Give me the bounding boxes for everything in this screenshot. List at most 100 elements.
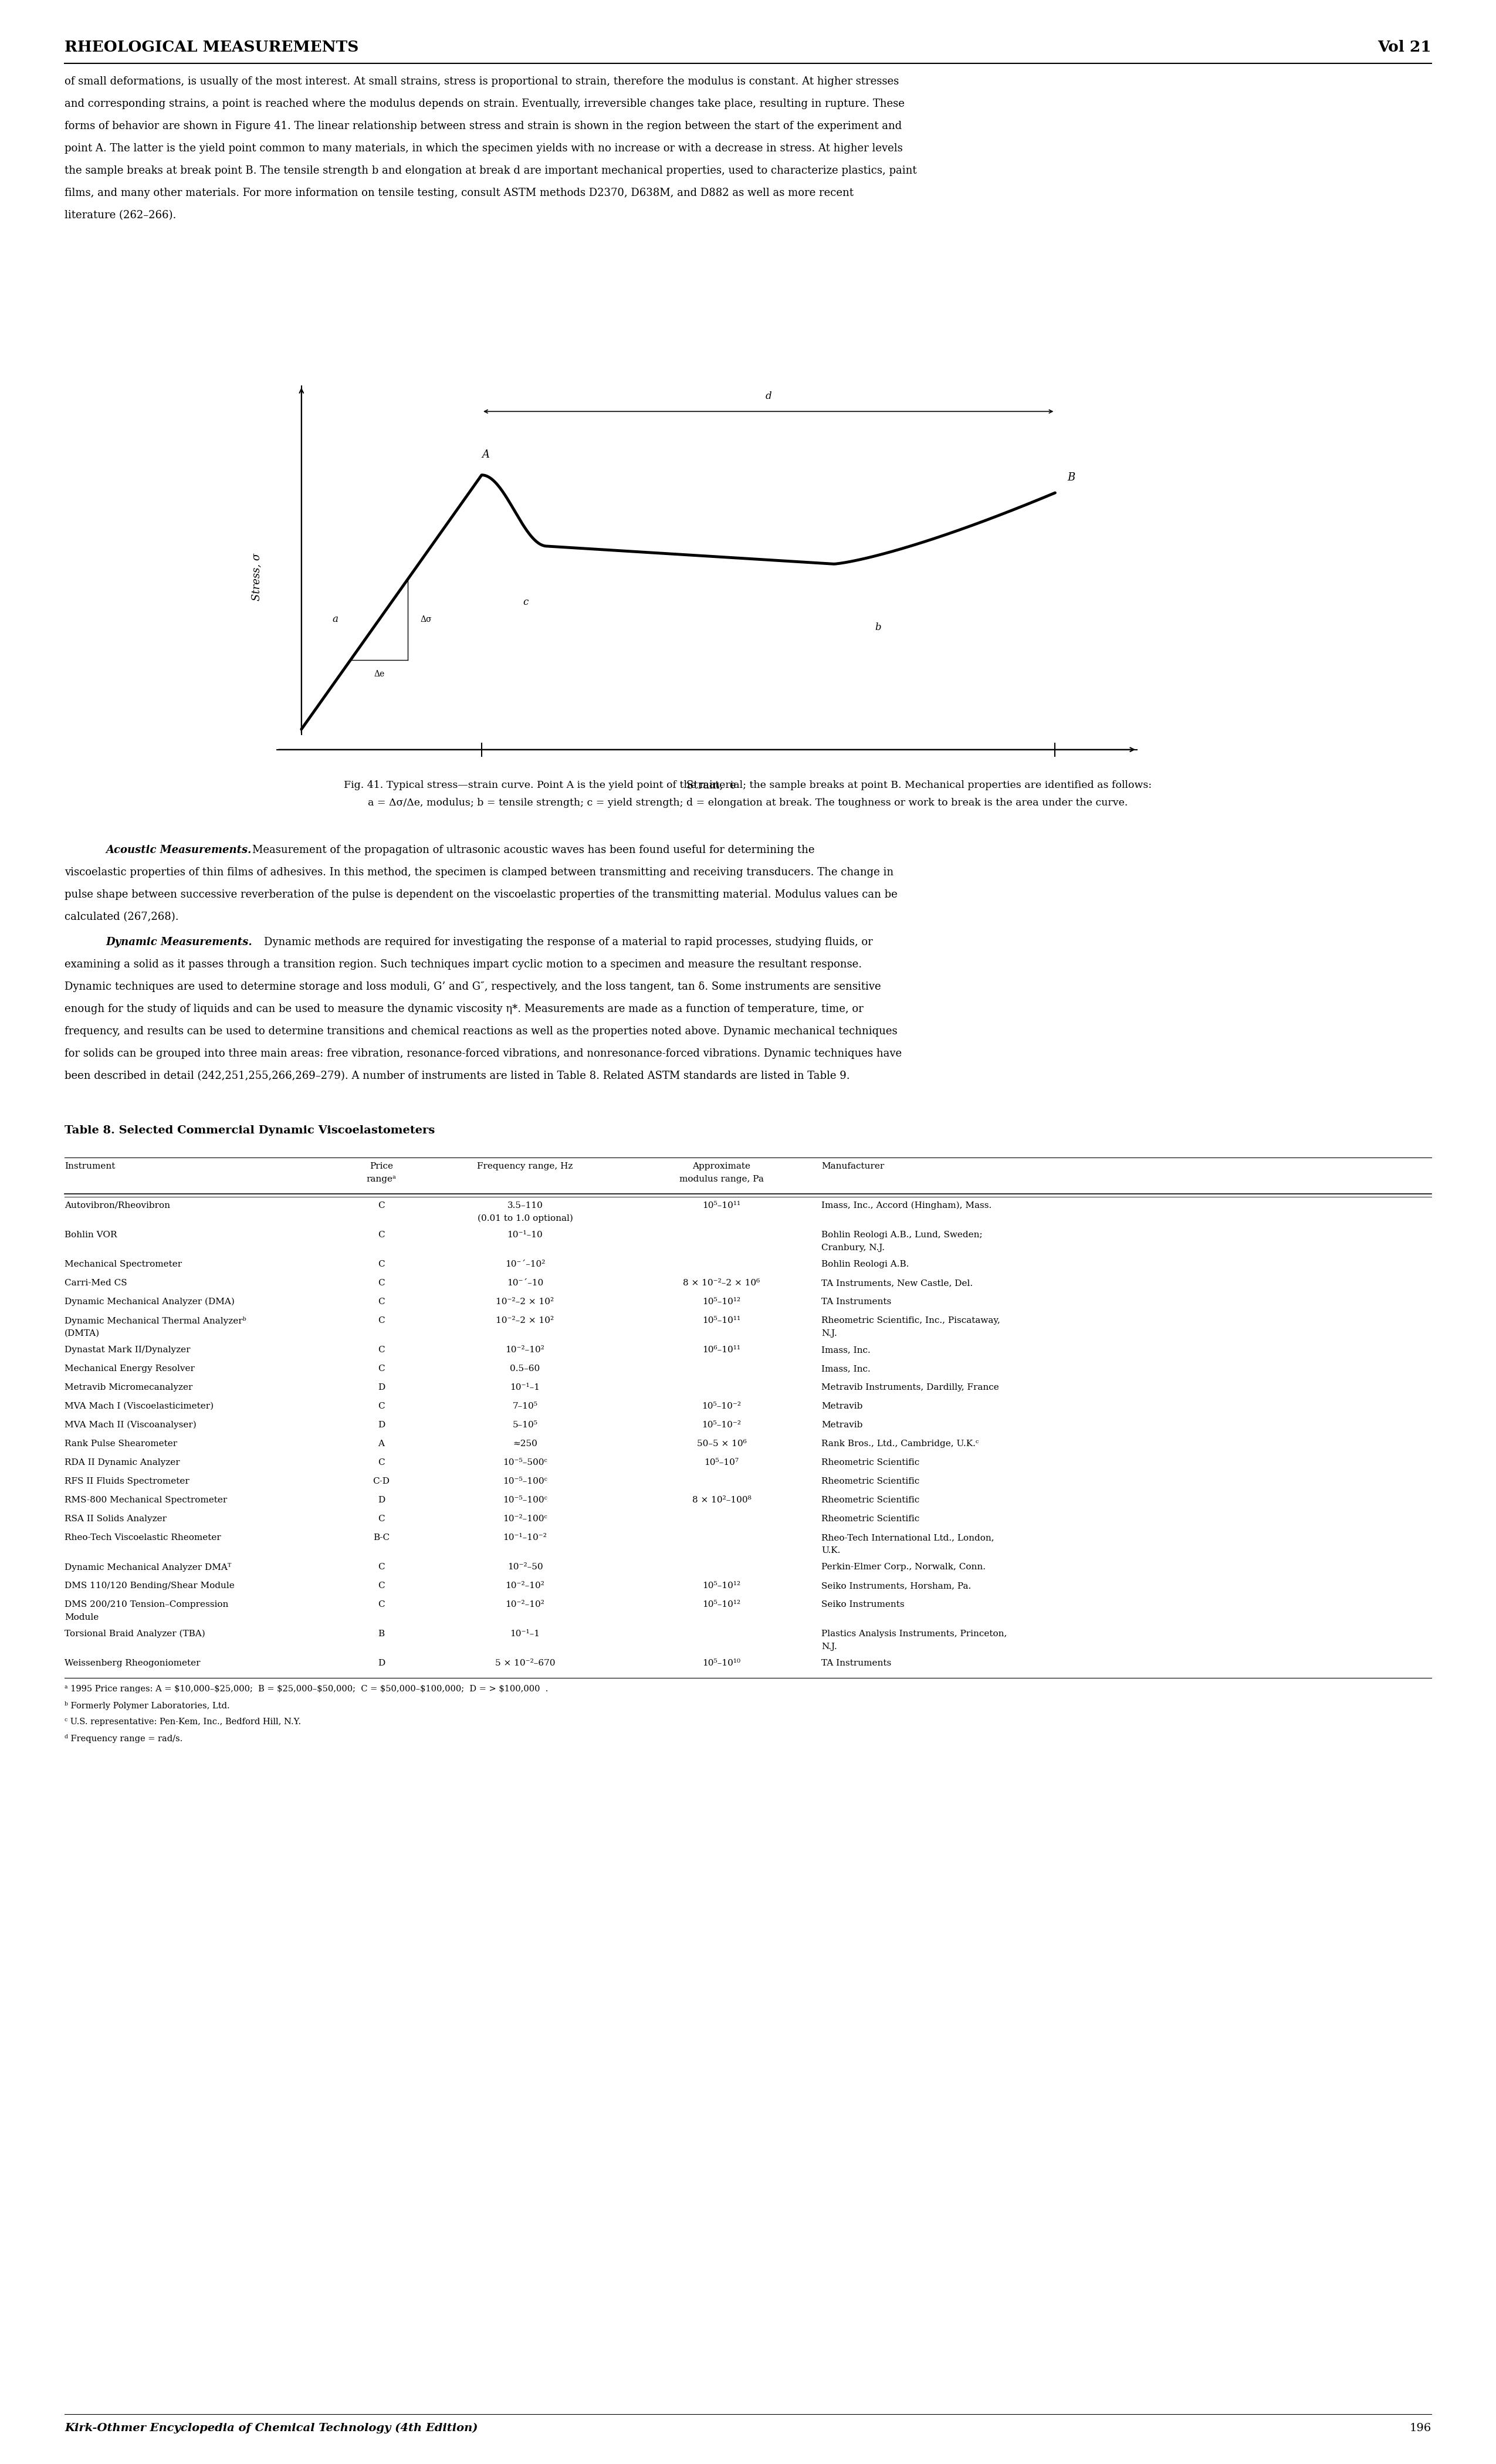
Text: 10⁻¹–1: 10⁻¹–1 xyxy=(510,1382,540,1392)
Text: Rheometric Scientific: Rheometric Scientific xyxy=(821,1459,920,1466)
Text: Weissenberg Rheogoniometer: Weissenberg Rheogoniometer xyxy=(64,1658,200,1668)
Text: TA Instruments: TA Instruments xyxy=(821,1299,892,1306)
Text: 10⁵–10¹²: 10⁵–10¹² xyxy=(703,1582,741,1589)
Text: Δσ: Δσ xyxy=(420,616,432,623)
Text: Plastics Analysis Instruments, Princeton,: Plastics Analysis Instruments, Princeton… xyxy=(821,1629,1007,1639)
Text: C: C xyxy=(378,1515,384,1523)
Text: 10⁵–10⁷: 10⁵–10⁷ xyxy=(705,1459,739,1466)
Text: Torsional Braid Analyzer (TBA): Torsional Braid Analyzer (TBA) xyxy=(64,1629,205,1639)
Text: RFS II Fluids Spectrometer: RFS II Fluids Spectrometer xyxy=(64,1478,190,1486)
Text: Rheo-Tech Viscoelastic Rheometer: Rheo-Tech Viscoelastic Rheometer xyxy=(64,1533,221,1542)
Text: D: D xyxy=(377,1658,384,1668)
Text: RMS-800 Mechanical Spectrometer: RMS-800 Mechanical Spectrometer xyxy=(64,1496,227,1503)
Text: Bohlin Reologi A.B.: Bohlin Reologi A.B. xyxy=(821,1259,910,1269)
Text: Rheometric Scientific: Rheometric Scientific xyxy=(821,1496,920,1503)
Text: Measurement of the propagation of ultrasonic acoustic waves has been found usefu: Measurement of the propagation of ultras… xyxy=(253,845,815,855)
Text: ᵃ 1995 Price ranges: A = $10,000–$25,000;  B = $25,000–$50,000;  C = $50,000–$10: ᵃ 1995 Price ranges: A = $10,000–$25,000… xyxy=(64,1685,548,1693)
Text: 10⁵–10¹²: 10⁵–10¹² xyxy=(703,1299,741,1306)
Text: RHEOLOGICAL MEASUREMENTS: RHEOLOGICAL MEASUREMENTS xyxy=(64,39,359,54)
Text: been described in detail (242,251,255,266,269–279). A number of instruments are : been described in detail (242,251,255,26… xyxy=(64,1072,850,1082)
Text: examining a solid as it passes through a transition region. Such techniques impa: examining a solid as it passes through a… xyxy=(64,958,862,971)
Text: ᵇ Formerly Polymer Laboratories, Ltd.: ᵇ Formerly Polymer Laboratories, Ltd. xyxy=(64,1700,230,1710)
Text: 0.5–60: 0.5–60 xyxy=(510,1365,540,1372)
Text: Cranbury, N.J.: Cranbury, N.J. xyxy=(821,1244,884,1252)
Text: Imass, Inc.: Imass, Inc. xyxy=(821,1345,871,1355)
Text: b: b xyxy=(875,623,881,633)
Text: DMS 200/210 Tension–Compression: DMS 200/210 Tension–Compression xyxy=(64,1602,229,1609)
Text: ≈250: ≈250 xyxy=(513,1439,537,1449)
Text: 10⁵–10⁻²: 10⁵–10⁻² xyxy=(702,1402,741,1409)
Text: Stress, σ: Stress, σ xyxy=(251,552,262,601)
Text: viscoelastic properties of thin films of adhesives. In this method, the specimen: viscoelastic properties of thin films of… xyxy=(64,867,893,877)
Text: ᵈ Frequency range = rad/s.: ᵈ Frequency range = rad/s. xyxy=(64,1735,183,1742)
Text: 10⁻´–10: 10⁻´–10 xyxy=(507,1279,543,1286)
Text: Price: Price xyxy=(370,1163,393,1170)
Text: Metravib Instruments, Dardilly, France: Metravib Instruments, Dardilly, France xyxy=(821,1382,999,1392)
Text: Δe: Δe xyxy=(374,670,384,678)
Text: 10⁶–10¹¹: 10⁶–10¹¹ xyxy=(703,1345,741,1355)
Text: Perkin-Elmer Corp., Norwalk, Conn.: Perkin-Elmer Corp., Norwalk, Conn. xyxy=(821,1562,986,1572)
Text: C: C xyxy=(378,1202,384,1210)
Text: Strain,  e: Strain, e xyxy=(687,781,736,791)
Text: 10⁵–10¹¹: 10⁵–10¹¹ xyxy=(703,1202,741,1210)
Text: C: C xyxy=(378,1582,384,1589)
Text: 10⁻²–50: 10⁻²–50 xyxy=(507,1562,543,1572)
Text: C: C xyxy=(378,1345,384,1355)
Text: 10⁻²–10²: 10⁻²–10² xyxy=(506,1602,545,1609)
Text: for solids can be grouped into three main areas: free vibration, resonance-force: for solids can be grouped into three mai… xyxy=(64,1047,902,1060)
Text: RDA II Dynamic Analyzer: RDA II Dynamic Analyzer xyxy=(64,1459,180,1466)
Text: C: C xyxy=(378,1259,384,1269)
Text: 5–10⁵: 5–10⁵ xyxy=(513,1422,537,1429)
Text: 10⁵–10¹²: 10⁵–10¹² xyxy=(703,1602,741,1609)
Text: B: B xyxy=(378,1629,384,1639)
Text: frequency, and results can be used to determine transitions and chemical reactio: frequency, and results can be used to de… xyxy=(64,1025,898,1037)
Text: a = Δσ/Δe, modulus; b = tensile strength; c = yield strength; d = elongation at : a = Δσ/Δe, modulus; b = tensile strength… xyxy=(368,798,1128,808)
Text: Rank Pulse Shearometer: Rank Pulse Shearometer xyxy=(64,1439,177,1449)
Text: 10⁻⁵–100ᶜ: 10⁻⁵–100ᶜ xyxy=(503,1496,548,1503)
Text: 5 × 10⁻²–670: 5 × 10⁻²–670 xyxy=(495,1658,555,1668)
Text: Acoustic Measurements.: Acoustic Measurements. xyxy=(106,845,251,855)
Text: MVA Mach II (Viscoanalyser): MVA Mach II (Viscoanalyser) xyxy=(64,1422,196,1429)
Text: Rheometric Scientific: Rheometric Scientific xyxy=(821,1515,920,1523)
Text: Carri-Med CS: Carri-Med CS xyxy=(64,1279,127,1286)
Text: modulus range, Pa: modulus range, Pa xyxy=(679,1175,764,1183)
Text: Frequency range, Hz: Frequency range, Hz xyxy=(477,1163,573,1170)
Text: 10⁵–10⁻²: 10⁵–10⁻² xyxy=(702,1422,741,1429)
Text: Manufacturer: Manufacturer xyxy=(821,1163,884,1170)
Text: Metravib: Metravib xyxy=(821,1422,863,1429)
Text: RSA II Solids Analyzer: RSA II Solids Analyzer xyxy=(64,1515,166,1523)
Text: Instrument: Instrument xyxy=(64,1163,115,1170)
Text: the sample breaks at break point B. The tensile strength b and elongation at bre: the sample breaks at break point B. The … xyxy=(64,165,917,175)
Text: Autovibron/Rheovibron: Autovibron/Rheovibron xyxy=(64,1202,171,1210)
Text: Dynastat Mark II/Dynalyzer: Dynastat Mark II/Dynalyzer xyxy=(64,1345,190,1355)
Text: C: C xyxy=(378,1279,384,1286)
Text: C: C xyxy=(378,1299,384,1306)
Text: Kirk-Othmer Encyclopedia of Chemical Technology (4th Edition): Kirk-Othmer Encyclopedia of Chemical Tec… xyxy=(64,2422,477,2434)
Text: B-C: B-C xyxy=(373,1533,389,1542)
Text: Dynamic Mechanical Analyzer (DMA): Dynamic Mechanical Analyzer (DMA) xyxy=(64,1299,235,1306)
Text: Dynamic Measurements.: Dynamic Measurements. xyxy=(106,936,251,949)
Text: of small deformations, is usually of the most interest. At small strains, stress: of small deformations, is usually of the… xyxy=(64,76,899,86)
Text: Dynamic methods are required for investigating the response of a material to rap: Dynamic methods are required for investi… xyxy=(263,936,872,949)
Text: Seiko Instruments: Seiko Instruments xyxy=(821,1602,905,1609)
Text: U.K.: U.K. xyxy=(821,1547,841,1555)
Text: d: d xyxy=(766,392,772,402)
Text: C: C xyxy=(378,1459,384,1466)
Text: 10⁻²–10²: 10⁻²–10² xyxy=(506,1345,545,1355)
Text: 8 × 10⁻²–2 × 10⁶: 8 × 10⁻²–2 × 10⁶ xyxy=(684,1279,760,1286)
Text: point A. The latter is the yield point common to many materials, in which the sp: point A. The latter is the yield point c… xyxy=(64,143,902,153)
Text: D: D xyxy=(377,1382,384,1392)
Text: DMS 110/120 Bending/Shear Module: DMS 110/120 Bending/Shear Module xyxy=(64,1582,235,1589)
Text: 7–10⁵: 7–10⁵ xyxy=(513,1402,537,1409)
Text: films, and many other materials. For more information on tensile testing, consul: films, and many other materials. For mor… xyxy=(64,187,854,197)
Text: calculated (267,268).: calculated (267,268). xyxy=(64,912,178,922)
Text: Dynamic techniques are used to determine storage and loss moduli, G’ and G″, res: Dynamic techniques are used to determine… xyxy=(64,981,881,993)
Text: Fig. 41. Typical stress—strain curve. Point A is the yield point of the material: Fig. 41. Typical stress—strain curve. Po… xyxy=(344,781,1152,791)
Text: 10⁻¹–1: 10⁻¹–1 xyxy=(510,1629,540,1639)
Text: Seiko Instruments, Horsham, Pa.: Seiko Instruments, Horsham, Pa. xyxy=(821,1582,971,1589)
Text: 3.5–110: 3.5–110 xyxy=(507,1202,543,1210)
Text: C: C xyxy=(378,1365,384,1372)
Text: Metravib Micromecanalyzer: Metravib Micromecanalyzer xyxy=(64,1382,193,1392)
Text: 8 × 10²–100⁸: 8 × 10²–100⁸ xyxy=(693,1496,751,1503)
Text: 10⁻¹–10: 10⁻¹–10 xyxy=(507,1232,543,1239)
